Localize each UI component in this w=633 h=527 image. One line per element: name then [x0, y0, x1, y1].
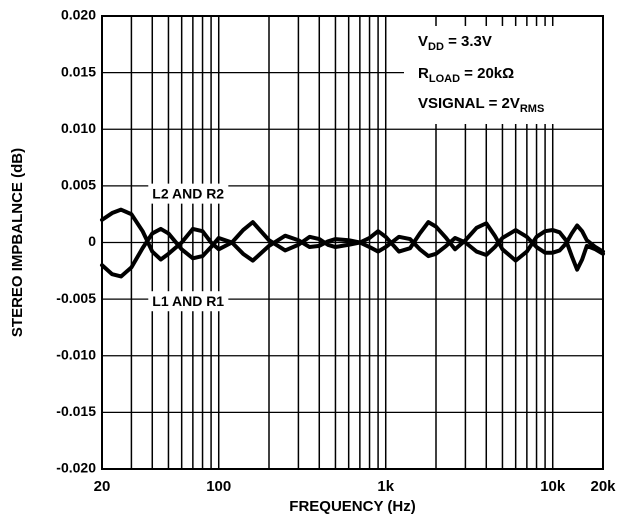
plot-frame	[101, 15, 604, 470]
y-tick-label: -0.020	[56, 460, 96, 476]
y-tick-label: -0.015	[56, 403, 96, 419]
annotation-vdd: VDD = 3.3V	[418, 33, 492, 53]
tick-labels: 0.020 0.015 0.010 0.005 0 -0.005 -0.010 -0.015 -…	[56, 7, 616, 495]
y-tick-label: -0.005	[56, 290, 96, 306]
y-axis-label: STEREO IMPBALNCE (dB)	[9, 148, 26, 337]
annotation-rload: RLOAD = 20kΩ	[418, 65, 514, 85]
x-tick-label: 10k	[540, 478, 566, 495]
y-tick-label: -0.010	[56, 346, 96, 362]
series-lines	[100, 207, 605, 279]
x-tick-label: 20k	[590, 478, 616, 495]
series-labels: L2 AND R2 L1 AND R1	[148, 183, 229, 312]
x-axis-label: FREQUENCY (Hz)	[289, 498, 415, 515]
x-tick-label: 100	[206, 478, 231, 495]
series-line	[100, 207, 605, 272]
y-tick-label: 0.020	[61, 7, 96, 23]
y-tick-label: 0.015	[61, 63, 96, 79]
x-tick-label: 20	[94, 478, 111, 495]
series-label-background	[148, 291, 229, 312]
series-label: L1 AND R1	[152, 293, 224, 309]
series-label: L2 AND R2	[152, 186, 224, 202]
annotation-vsignal: VSIGNAL = 2VRMS	[418, 95, 544, 115]
series-line	[100, 223, 605, 279]
annotation-background	[404, 26, 606, 124]
y-tick-label: 0	[88, 233, 96, 249]
y-tick-label: 0.005	[61, 177, 96, 193]
series-label-background	[148, 183, 229, 204]
y-tick-label: 0.010	[61, 120, 96, 136]
condition-annotations: VDD = 3.3V RLOAD = 20kΩ VSIGNAL = 2VRMS	[404, 26, 606, 124]
x-tick-label: 1k	[377, 478, 394, 495]
